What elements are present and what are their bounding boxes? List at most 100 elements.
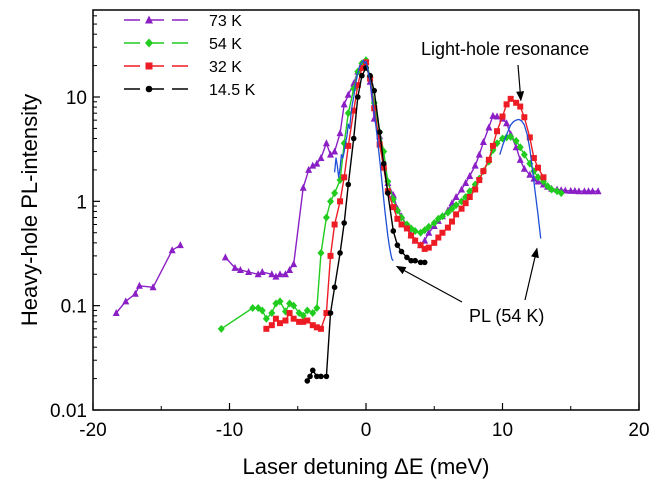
data-point-14-5-k (355, 94, 361, 100)
data-point-14-5-k (310, 368, 316, 374)
data-point-73-k (323, 139, 330, 146)
data-point-54-k (317, 249, 324, 257)
data-point-32-k (480, 168, 486, 174)
data-point-32-k (535, 165, 541, 171)
legend-marker (145, 39, 153, 48)
data-point-32-k (439, 230, 445, 236)
data-point-73-k (300, 184, 307, 191)
data-point-32-k (332, 221, 338, 227)
data-point-32-k (449, 219, 455, 225)
data-point-73-k (331, 148, 338, 155)
data-point-14-5-k (422, 260, 428, 266)
data-point-14-5-k (395, 242, 401, 248)
data-point-32-k (504, 101, 510, 107)
data-point-73-k (517, 156, 524, 163)
data-point-32-k (426, 245, 432, 251)
data-point-73-k (259, 268, 266, 275)
legend-item-54-k: 54 K (124, 36, 242, 53)
data-point-73-k (472, 162, 479, 169)
data-point-14-5-k (328, 310, 334, 316)
data-point-73-k (132, 290, 139, 297)
data-point-73-k (122, 297, 129, 304)
data-point-32-k (490, 143, 496, 149)
legend-item-73-k: 73 K (124, 13, 242, 30)
legend: 73 K54 K32 K14.5 K (124, 13, 256, 99)
data-point-14-5-k (351, 136, 357, 142)
series-32-k (263, 59, 546, 331)
data-point-14-5-k (337, 250, 343, 256)
data-point-32-k (287, 310, 293, 316)
legend-marker (146, 86, 153, 93)
x-tick-label: -20 (79, 420, 106, 441)
data-point-73-k (222, 253, 229, 260)
data-point-32-k (269, 322, 275, 328)
data-point-54-k (327, 197, 334, 205)
data-point-32-k (337, 198, 343, 204)
axis-ticks: -20 -10 0 10 20 0.01 0.1 1 10 (50, 16, 650, 441)
data-point-73-k (480, 138, 487, 145)
data-point-73-k (169, 246, 176, 253)
data-point-14-5-k (324, 374, 330, 380)
legend-label: 73 K (209, 13, 242, 30)
pl-arrow-left (397, 266, 462, 302)
data-point-32-k (540, 174, 546, 180)
series-line-73-k (225, 61, 598, 276)
x-axis-title: Laser detuning ΔE (meV) (242, 454, 489, 479)
data-point-32-k (431, 240, 437, 246)
data-point-14-5-k (385, 190, 391, 196)
data-point-32-k (445, 225, 451, 231)
data-point-32-k (390, 204, 396, 210)
data-point-14-5-k (341, 220, 347, 226)
data-point-14-5-k (345, 182, 351, 188)
data-point-73-k (521, 165, 528, 172)
data-point-54-k (218, 325, 225, 333)
y-tick-label: 1 (76, 192, 87, 213)
x-tick-label: -10 (216, 420, 243, 441)
data-point-32-k (318, 326, 324, 332)
data-point-73-k (341, 100, 348, 107)
y-axis-title: Heavy-hole PL-intensity (17, 94, 42, 326)
data-point-32-k (453, 211, 459, 217)
data-point-73-k (337, 129, 344, 136)
light-hole-arrow (518, 65, 521, 100)
data-point-32-k (282, 318, 288, 324)
x-tick-label: 20 (628, 420, 649, 441)
data-point-32-k (277, 320, 283, 326)
data-point-32-k (394, 216, 400, 222)
x-tick-label: 0 (361, 420, 372, 441)
data-point-73-k (485, 124, 492, 131)
light-hole-annotation: Light-hole resonance (421, 39, 589, 59)
data-point-14-5-k (332, 284, 338, 290)
pl-arrow-right (525, 249, 537, 300)
data-point-32-k (328, 253, 334, 259)
legend-marker (146, 63, 153, 70)
data-point-32-k (486, 157, 492, 163)
legend-label: 54 K (209, 36, 242, 53)
data-point-14-5-k (307, 374, 313, 380)
data-point-32-k (304, 318, 310, 324)
data-point-54-k (331, 189, 338, 197)
data-point-32-k (517, 104, 523, 110)
data-point-32-k (463, 200, 469, 206)
data-point-32-k (508, 96, 514, 102)
data-point-32-k (500, 114, 506, 120)
data-point-32-k (345, 143, 351, 149)
data-point-73-k (290, 260, 297, 267)
legend-label: 32 K (209, 59, 242, 76)
data-point-73-k (345, 91, 352, 98)
data-point-32-k (472, 186, 478, 192)
data-point-32-k (412, 238, 418, 244)
y-tick-label: 0.1 (61, 297, 87, 318)
data-point-32-k (404, 225, 410, 231)
x-tick-label: 10 (492, 420, 513, 441)
series-layer (113, 56, 602, 383)
data-point-32-k (398, 221, 404, 227)
series-pl-54-k (335, 60, 541, 260)
data-point-73-k (317, 154, 324, 161)
data-point-32-k (291, 316, 297, 322)
data-point-14-5-k (412, 258, 418, 264)
y-tick-label: 10 (66, 88, 87, 109)
data-point-73-k (136, 282, 143, 289)
data-point-14-5-k (318, 374, 324, 380)
